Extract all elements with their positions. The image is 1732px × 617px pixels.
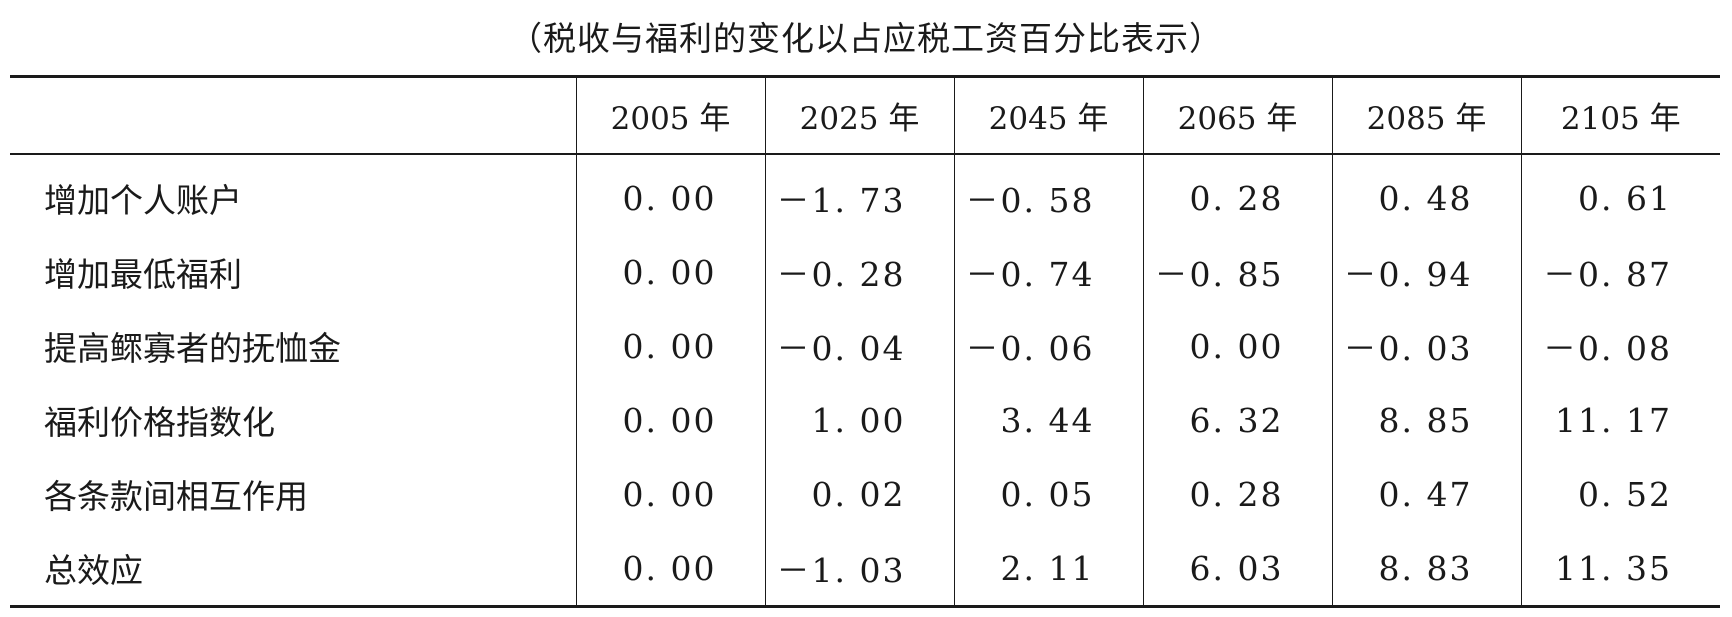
- table-cell: 0. 28: [1142, 457, 1332, 531]
- table-cell: －0. 04: [764, 309, 954, 383]
- row-label: 福利价格指数化: [44, 403, 275, 442]
- header-cell-2065: 2065 年: [1142, 76, 1332, 155]
- table-cell: 0. 00: [575, 531, 765, 607]
- table-cell: 2. 11: [953, 531, 1143, 607]
- row-label: 增加个人账户: [44, 181, 242, 220]
- table-cell: 0. 52: [1520, 457, 1720, 531]
- header-cell-2025: 2025 年: [764, 76, 954, 155]
- data-table: 2005 年 2025 年 2045 年 2065 年 2085 年 2105 …: [10, 75, 1720, 608]
- table-row: 总效应 0. 00 －1. 03 2. 11 6. 03 8. 83 11. 3…: [10, 531, 1720, 607]
- header-cell-2045: 2045 年: [953, 76, 1143, 155]
- table-cell: －0. 03: [1331, 309, 1521, 383]
- table-cell: －0. 74: [953, 235, 1143, 309]
- table-cell: 0. 47: [1331, 457, 1521, 531]
- row-label: 总效应: [44, 551, 143, 590]
- table-caption: （税收与福利的变化以占应税工资百分比表示）: [509, 19, 1223, 58]
- table-cell: －0. 58: [953, 154, 1143, 235]
- table-cell: 11. 17: [1520, 383, 1720, 457]
- table-cell: 0. 00: [575, 309, 765, 383]
- table-cell: 8. 85: [1331, 383, 1521, 457]
- table-cell: 0. 28: [1142, 154, 1332, 235]
- table-cell: 0. 00: [575, 235, 765, 309]
- table-cell: 0. 48: [1331, 154, 1521, 235]
- table-cell: 0. 00: [575, 383, 765, 457]
- row-label: 提高鳏寡者的抚恤金: [44, 329, 341, 368]
- header-cell-2105: 2105 年: [1520, 76, 1720, 155]
- table-row: 增加个人账户 0. 00 －1. 73 －0. 58 0. 28 0. 48 0…: [10, 154, 1720, 235]
- table-row: 增加最低福利 0. 00 －0. 28 －0. 74 －0. 85 －0. 94…: [10, 235, 1720, 309]
- table-cell: －1. 03: [764, 531, 954, 607]
- table-row: 提高鳏寡者的抚恤金 0. 00 －0. 04 －0. 06 0. 00 －0. …: [10, 309, 1720, 383]
- table-cell: 0. 61: [1520, 154, 1720, 235]
- table-cell: 11. 35: [1520, 531, 1720, 607]
- table-cell: 8. 83: [1331, 531, 1521, 607]
- table-cell: －0. 85: [1142, 235, 1332, 309]
- table-cell: 0. 00: [1142, 309, 1332, 383]
- header-cell-label: [10, 76, 576, 155]
- table-row: 各条款间相互作用 0. 00 0. 02 0. 05 0. 28 0. 47 0…: [10, 457, 1720, 531]
- table-cell: 0. 05: [953, 457, 1143, 531]
- row-label: 增加最低福利: [44, 255, 242, 294]
- table-cell: 0. 00: [575, 154, 765, 235]
- header-row: 2005 年 2025 年 2045 年 2065 年 2085 年 2105 …: [10, 76, 1720, 155]
- table-cell: －0. 08: [1520, 309, 1720, 383]
- header-cell-2005: 2005 年: [575, 76, 765, 155]
- table-cell: －0. 06: [953, 309, 1143, 383]
- table-cell: －0. 28: [764, 235, 954, 309]
- table-row: 福利价格指数化 0. 00 1. 00 3. 44 6. 32 8. 85 11…: [10, 383, 1720, 457]
- table-cell: －1. 73: [764, 154, 954, 235]
- header-cell-2085: 2085 年: [1331, 76, 1521, 155]
- row-label: 各条款间相互作用: [44, 477, 308, 516]
- table-cell: 6. 03: [1142, 531, 1332, 607]
- table-cell: 0. 00: [575, 457, 765, 531]
- table-cell: 6. 32: [1142, 383, 1332, 457]
- table-cell: －0. 94: [1331, 235, 1521, 309]
- table-cell: －0. 87: [1520, 235, 1720, 309]
- table-cell: 0. 02: [764, 457, 954, 531]
- table-cell: 1. 00: [764, 383, 954, 457]
- table-cell: 3. 44: [953, 383, 1143, 457]
